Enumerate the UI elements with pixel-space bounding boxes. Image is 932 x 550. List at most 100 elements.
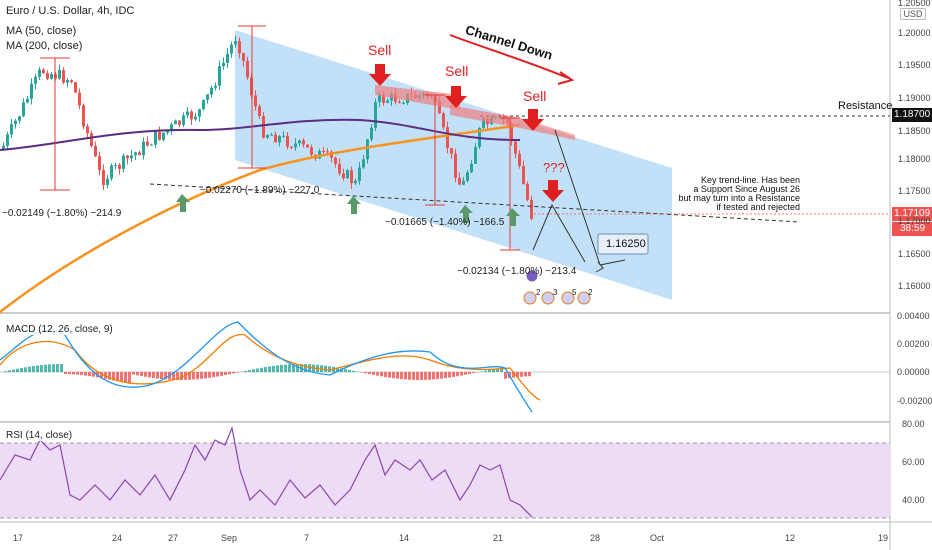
macd-bar xyxy=(524,372,527,377)
rsi-tick: 80.00 xyxy=(902,419,925,429)
currency-badge[interactable]: USD xyxy=(900,8,926,20)
macd-bar xyxy=(352,370,355,372)
candle-body xyxy=(358,167,361,181)
macd-bar xyxy=(60,364,63,372)
macd-bar xyxy=(420,372,423,380)
macd-bar xyxy=(236,372,239,373)
macd-label[interactable]: MACD (12, 26, close, 9) xyxy=(6,324,113,335)
candle-body xyxy=(86,126,89,134)
macd-bar xyxy=(100,372,103,379)
macd-bar xyxy=(56,364,59,372)
candle-body xyxy=(378,94,381,102)
candle-body xyxy=(514,141,517,154)
candle-body xyxy=(522,165,525,185)
countdown-tag xyxy=(892,222,932,236)
candle-body xyxy=(214,85,217,88)
candle-body xyxy=(526,184,529,200)
candle-body xyxy=(282,135,285,137)
resistance-price: 1.18700 xyxy=(894,109,931,120)
candle-body xyxy=(22,102,25,117)
candle-body xyxy=(398,101,401,104)
symbol-title[interactable]: Euro / U.S. Dollar, 4h, IDC xyxy=(6,5,135,17)
macd-bar xyxy=(428,372,431,380)
price-tick: 1.19000 xyxy=(898,93,931,103)
rsi-tick: 40.00 xyxy=(902,495,925,505)
macd-tick: 0.00200 xyxy=(897,339,930,349)
event-icon xyxy=(561,291,575,305)
macd-bar xyxy=(456,372,459,377)
macd-bar xyxy=(368,372,371,375)
candle-body xyxy=(230,44,233,54)
candle-body xyxy=(466,172,469,181)
channel-down-band xyxy=(235,30,672,300)
time-tick: Sep xyxy=(221,533,238,543)
macd-bar xyxy=(36,365,39,372)
macd-bar xyxy=(284,364,287,372)
event-icons[interactable] xyxy=(523,269,591,305)
macd-bar xyxy=(336,367,339,372)
sell-label-1: Sell xyxy=(368,42,392,58)
macd-bar xyxy=(132,372,135,375)
macd-bar xyxy=(32,366,35,372)
rsi-band xyxy=(0,443,890,518)
rsi-label[interactable]: RSI (14, close) xyxy=(6,430,73,441)
question-label: ??? xyxy=(543,160,565,175)
candle-body xyxy=(254,95,257,107)
candle-body xyxy=(94,145,97,157)
trendline-note: Key trend-line. Has been a Support Since… xyxy=(640,176,800,212)
candle-body xyxy=(438,100,441,114)
macd-bar xyxy=(120,372,123,383)
candle-body xyxy=(294,143,297,148)
candle-body xyxy=(238,41,241,54)
candle-body xyxy=(350,170,353,184)
candle-body xyxy=(78,92,81,106)
macd-bar xyxy=(424,372,427,380)
ma50-legend[interactable]: MA (50, close) xyxy=(6,25,77,37)
event-icon xyxy=(577,291,591,305)
candle-body xyxy=(270,134,273,136)
macd-bar xyxy=(152,372,155,379)
macd-bar xyxy=(408,372,411,380)
macd-bar xyxy=(252,369,255,372)
event-count: 2 xyxy=(536,288,541,297)
macd-bar xyxy=(212,372,215,378)
channel-arrow xyxy=(449,34,569,79)
macd-bar xyxy=(296,364,299,372)
macd-bar xyxy=(288,364,291,372)
macd-bar xyxy=(472,372,475,374)
channel-arrowhead xyxy=(557,71,575,85)
candle-body xyxy=(154,131,157,145)
candle-body xyxy=(170,124,173,131)
macd-bar xyxy=(24,367,27,372)
projected-path xyxy=(532,203,586,263)
ma200-legend[interactable]: MA (200, close) xyxy=(6,40,83,52)
candle-body xyxy=(10,124,13,135)
macd-bar xyxy=(12,369,15,372)
note-line: Key trend-line. Has been xyxy=(700,175,800,185)
macd-bar xyxy=(76,372,79,375)
candle-body xyxy=(130,155,133,159)
macd-bar xyxy=(92,372,95,377)
price-tick: 1.16000 xyxy=(898,281,931,291)
macd-bar xyxy=(528,372,531,377)
macd-bar xyxy=(128,372,131,384)
candle-body xyxy=(146,141,149,146)
macd-bar xyxy=(164,372,167,380)
candle-body xyxy=(530,199,533,219)
candle-body xyxy=(442,113,445,128)
time-tick: 7 xyxy=(304,533,310,543)
macd-bar xyxy=(88,372,91,377)
candle-body xyxy=(366,139,369,160)
rsi-line xyxy=(0,425,533,518)
macd-bar xyxy=(148,372,151,378)
candle-body xyxy=(126,155,129,159)
macd-bar xyxy=(372,372,375,375)
macd-bar xyxy=(364,372,367,374)
candle-body xyxy=(122,155,125,169)
macd-bar xyxy=(348,369,351,372)
candle-body xyxy=(446,127,449,149)
macd-bar xyxy=(520,372,523,377)
candle-body xyxy=(302,140,305,145)
arrow-down-icon xyxy=(522,109,544,131)
